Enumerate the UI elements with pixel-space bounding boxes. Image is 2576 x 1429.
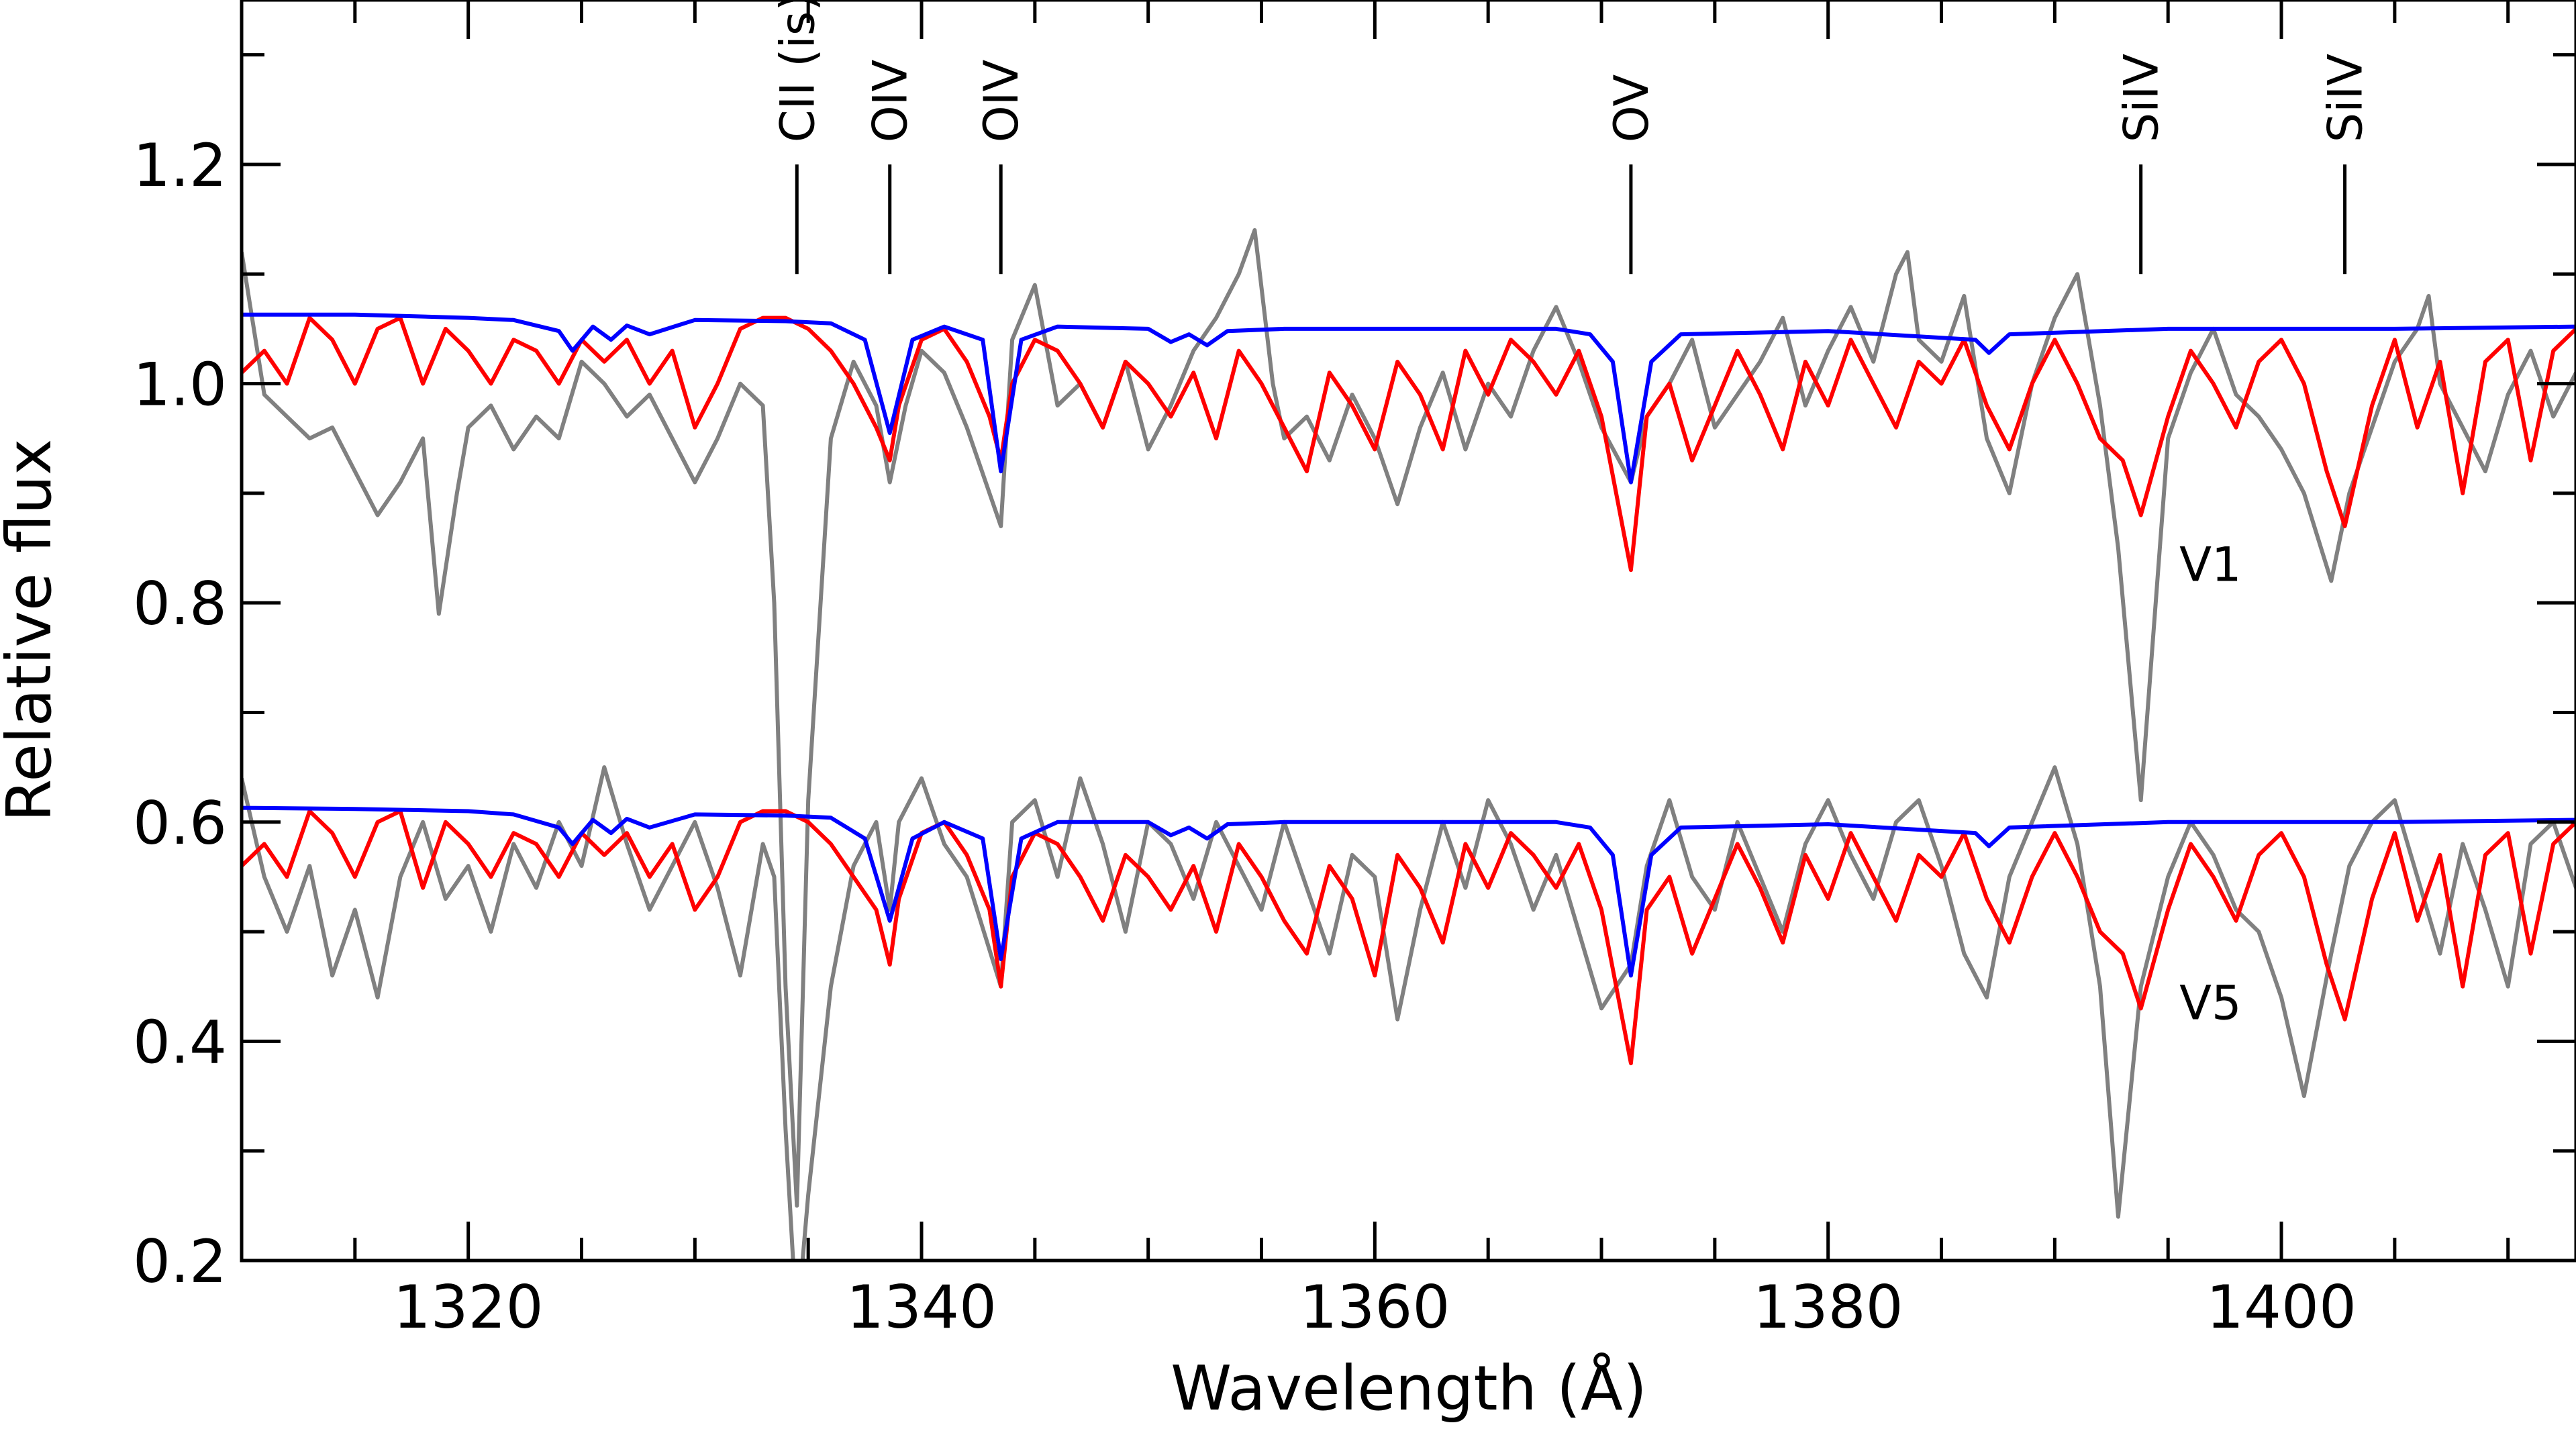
y-tick-label: 0.4 bbox=[133, 1007, 227, 1077]
ticks-layer: 1320 1340 1360 1380 1400 0.2 0.4 0.6 0.8 1.0 1.2 bbox=[133, 0, 2576, 1342]
x-tick-label: 1320 bbox=[393, 1273, 544, 1342]
line-id-label: SiIV bbox=[2114, 54, 2169, 143]
spectrum-label: V1 bbox=[2179, 538, 2241, 593]
x-tick-label: 1360 bbox=[1299, 1273, 1450, 1342]
line-id-label: OIV bbox=[863, 60, 918, 143]
series-line-v5-4 bbox=[242, 809, 2576, 1066]
series-line-v1-0 bbox=[242, 228, 2576, 1208]
frame-layer bbox=[240, 0, 2576, 1263]
x-axis-title: Wavelength (Å) bbox=[1171, 1352, 1647, 1424]
annot-layer: CII (is) OIV OIV OV SiIV SiIV V1 V5 bbox=[770, 0, 2373, 1031]
x-tick-label: 1400 bbox=[2206, 1273, 2357, 1342]
line-id-label: OV bbox=[1604, 74, 1659, 142]
series-line-v5-3 bbox=[242, 765, 2576, 1261]
y-tick-label: 1.0 bbox=[133, 350, 227, 420]
spectrum-label: V5 bbox=[2179, 976, 2241, 1031]
y-tick-label: 0.2 bbox=[133, 1227, 227, 1296]
line-id-label: OIV bbox=[974, 60, 1029, 143]
series-layer bbox=[242, 228, 2576, 1261]
series-line-v5-5 bbox=[242, 805, 2576, 978]
plot-frame bbox=[240, 0, 2576, 1263]
y-tick-label: 0.8 bbox=[133, 569, 227, 638]
y-axis-title: Relative flux bbox=[0, 439, 65, 822]
x-tick-label: 1380 bbox=[1753, 1273, 1903, 1342]
line-id-label: CII (is) bbox=[770, 0, 825, 142]
series-line-v1-1 bbox=[242, 315, 2576, 573]
line-id-label: SiIV bbox=[2318, 54, 2373, 143]
y-tick-label: 0.6 bbox=[133, 789, 227, 858]
y-tick-label: 1.2 bbox=[133, 131, 227, 200]
series-line-v1-2 bbox=[242, 312, 2576, 485]
x-tick-label: 1340 bbox=[846, 1273, 997, 1342]
